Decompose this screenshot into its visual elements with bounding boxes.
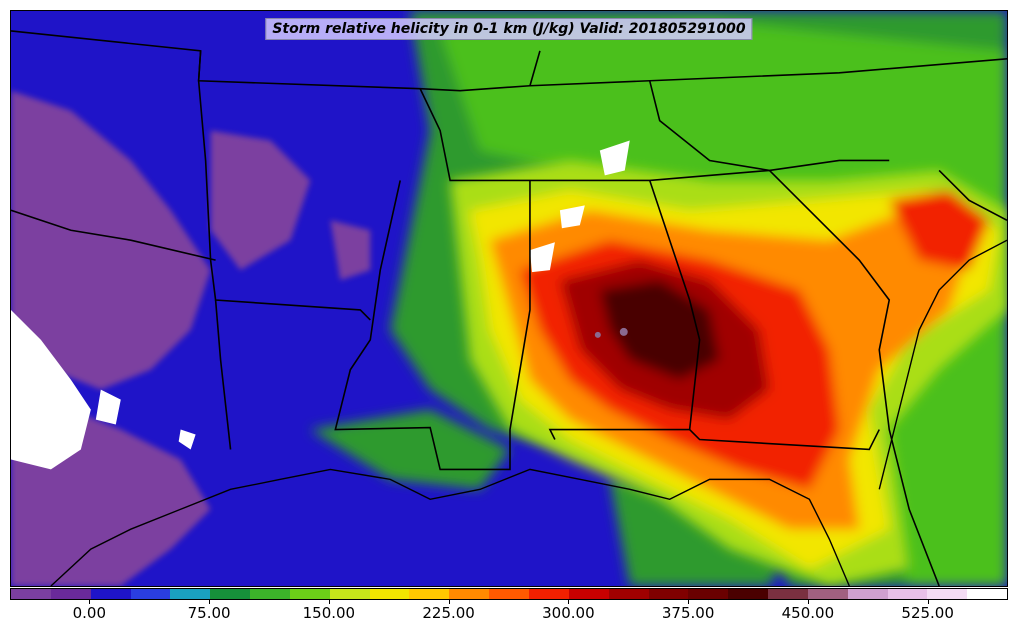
colorbar-segment: [887, 589, 928, 599]
colorbar-segment: [927, 589, 968, 599]
tick-label: 300.00: [542, 604, 595, 622]
tick-label: 75.00: [187, 604, 231, 622]
colorbar-segment: [648, 589, 689, 599]
colorbar-segment: [967, 589, 1008, 599]
colorbar-segment: [250, 589, 290, 599]
white-patches: [11, 309, 196, 470]
tick-mark: [927, 600, 929, 604]
low-helicity-regions: [11, 90, 371, 586]
tick-mark: [89, 600, 91, 604]
colorbar-segment: [289, 589, 330, 599]
tick-mark: [688, 600, 690, 604]
tick-mark: [568, 600, 570, 604]
state-boundaries: [11, 30, 1007, 586]
colorbar-segment: [688, 589, 729, 599]
colorbar-segment: [807, 589, 848, 599]
tick-label: 0.00: [72, 604, 107, 622]
colorbar-segment: [608, 589, 649, 599]
colorbar-segment: [130, 589, 171, 599]
colorbar-segment: [728, 589, 769, 599]
colorbar-ticks: 0.00 75.00 150.00 225.00 300.00 375.00 450.00 5…: [10, 600, 1008, 630]
colorbar-segment: [50, 589, 91, 599]
colorbar-segment: [568, 589, 609, 599]
tick-label: 375.00: [661, 604, 715, 622]
tick-label: 450.00: [781, 604, 835, 622]
helicity-map: [11, 11, 1007, 586]
colorbar-segment: [369, 589, 410, 599]
tick-label: 150.00: [302, 604, 356, 622]
storm-spots: [529, 140, 630, 338]
coastline: [50, 239, 1007, 586]
tick-mark: [448, 600, 450, 604]
colorbar-segment: [210, 589, 251, 599]
tick-mark: [807, 600, 809, 604]
tick-mark: [328, 600, 330, 604]
colorbar-segment: [329, 589, 370, 599]
map-title: Storm relative helicity in 0-1 km (J/kg)…: [265, 18, 753, 40]
tick-label: 525.00: [901, 604, 954, 622]
colorbar-segment: [170, 589, 211, 599]
colorbar-segment: [90, 589, 131, 599]
map-panel: Storm relative helicity in 0-1 km (J/kg)…: [10, 10, 1008, 587]
colorbar-segment: [489, 589, 529, 599]
colorbar-segment: [449, 589, 490, 599]
colorbar-segment: [768, 589, 808, 599]
colorbar-segment: [847, 589, 888, 599]
tick-label: 225.00: [422, 604, 475, 622]
colorbar-segment: [528, 589, 569, 599]
colorbar-segment: [409, 589, 450, 599]
colorbar-segment: [11, 589, 51, 599]
high-helicity-regions: [450, 160, 1007, 586]
tick-mark: [209, 600, 211, 604]
colorbar: [10, 588, 1008, 600]
